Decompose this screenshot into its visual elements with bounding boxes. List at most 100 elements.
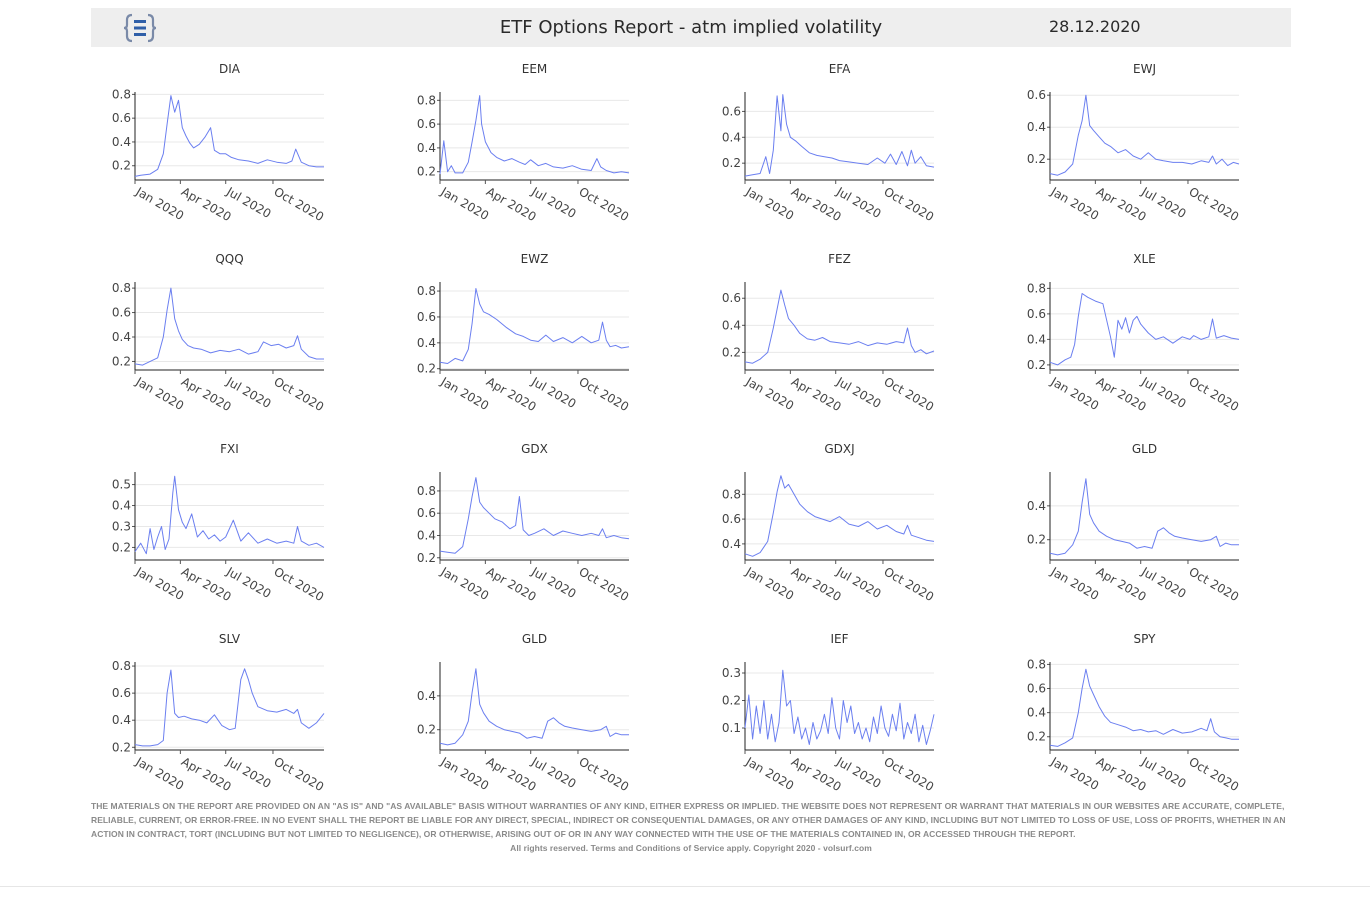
chart-panel: EEM 0.2 0.4 0.6 0.8 Jan 2020 Apr 2020 Jul 2020 O…: [396, 52, 696, 242]
y-tick-label: 0.8: [417, 484, 436, 498]
chart-title: GDXJ: [824, 442, 854, 456]
series-line: [744, 669, 935, 745]
x-tick-label: Apr 2020: [484, 564, 539, 604]
footer-divider: [0, 886, 1370, 887]
x-tick-label: Jan 2020: [438, 184, 492, 223]
y-tick-label: 0.4: [722, 130, 741, 144]
bracket-document-icon[interactable]: [123, 12, 157, 44]
x-tick-label: Oct 2020: [576, 754, 631, 794]
report-header: ETF Options Report - atm implied volatil…: [91, 8, 1291, 47]
x-tick-label: Jan 2020: [133, 754, 187, 793]
x-tick-label: Jan 2020: [743, 374, 797, 413]
x-tick-label: Oct 2020: [1186, 184, 1241, 224]
x-tick-label: Jan 2020: [1048, 754, 1102, 793]
x-tick-label: Oct 2020: [1186, 754, 1241, 794]
chart-panel: EWZ 0.2 0.4 0.6 0.8 Jan 2020 Apr 2020 Jul 2020 O…: [396, 242, 696, 432]
y-tick-label: 0.2: [1027, 730, 1046, 744]
series-line: [1049, 293, 1240, 366]
chart-title: EWZ: [521, 252, 549, 266]
chart-panel: GLD 0.2 0.4 Jan 2020 Apr 2020 Jul 2020 Oct 202…: [1006, 432, 1306, 622]
series-line: [134, 95, 324, 177]
x-tick-label: Jan 2020: [1048, 374, 1102, 413]
series-line: [744, 475, 935, 557]
y-tick-label: 0.2: [722, 345, 741, 359]
y-tick-label: 0.6: [722, 104, 741, 118]
series-line: [744, 94, 935, 177]
y-tick-label: 0.6: [722, 291, 741, 305]
chart-title: SLV: [219, 632, 241, 646]
x-tick-label: Jan 2020: [1048, 564, 1102, 603]
x-tick-label: Jan 2020: [743, 184, 797, 223]
y-tick-label: 0.4: [1027, 120, 1046, 134]
y-tick-label: 0.2: [417, 723, 436, 737]
y-tick-label: 0.6: [417, 310, 436, 324]
x-tick-label: Oct 2020: [271, 754, 326, 794]
chart-panel: FXI 0.2 0.3 0.4 0.5 Jan 2020 Apr 2020 Jul 2020 O…: [91, 432, 391, 622]
y-tick-label: 0.8: [417, 93, 436, 107]
chart-title: FXI: [220, 442, 239, 456]
y-tick-label: 0.4: [417, 141, 436, 155]
series-line: [439, 477, 630, 554]
disclaimer-text: THE MATERIALS ON THE REPORT ARE PROVIDED…: [91, 801, 1286, 839]
chart-title: EWJ: [1133, 62, 1156, 76]
x-tick-label: Apr 2020: [789, 564, 844, 604]
x-tick-label: Apr 2020: [484, 754, 539, 794]
chart-title: EFA: [829, 62, 851, 76]
y-tick-label: 0.2: [722, 694, 741, 708]
y-tick-label: 0.4: [722, 537, 741, 551]
series-line: [134, 668, 325, 747]
y-tick-label: 0.6: [112, 306, 131, 320]
chart-title: GLD: [522, 632, 547, 646]
y-tick-label: 0.2: [417, 551, 436, 565]
chart-panel: EWJ 0.2 0.4 0.6 Jan 2020 Apr 2020 Jul 2020 Oct …: [1006, 52, 1306, 242]
x-tick-label: Jan 2020: [743, 564, 797, 603]
chart-title: FEZ: [828, 252, 851, 266]
chart-title: EEM: [522, 62, 548, 76]
series-line: [134, 475, 325, 555]
x-tick-label: Oct 2020: [881, 754, 936, 794]
y-tick-label: 0.4: [417, 528, 436, 542]
x-tick-label: Jan 2020: [133, 564, 187, 603]
x-tick-label: Oct 2020: [1186, 564, 1241, 604]
chart-title: XLE: [1133, 252, 1156, 266]
y-tick-label: 0.3: [112, 519, 131, 533]
chart-panel: QQQ 0.2 0.4 0.6 0.8 Jan 2020 Apr 2020 Jul 2020 O…: [91, 242, 391, 432]
y-tick-label: 0.2: [1027, 358, 1046, 372]
y-tick-label: 0.2: [112, 540, 131, 554]
y-tick-label: 0.1: [722, 721, 741, 735]
chart-title: DIA: [219, 62, 241, 76]
x-tick-label: Oct 2020: [576, 184, 631, 224]
x-tick-label: Apr 2020: [789, 754, 844, 794]
x-tick-label: Oct 2020: [271, 374, 326, 414]
y-tick-label: 0.6: [112, 111, 131, 125]
series-line: [1049, 478, 1239, 556]
x-tick-label: Oct 2020: [881, 184, 936, 224]
y-tick-label: 0.4: [1027, 499, 1046, 513]
x-tick-label: Jan 2020: [743, 754, 797, 793]
x-tick-label: Apr 2020: [789, 374, 844, 414]
x-tick-label: Oct 2020: [881, 374, 936, 414]
series-line: [439, 288, 630, 364]
chart-title: QQQ: [215, 252, 243, 266]
x-tick-label: Jan 2020: [133, 374, 187, 413]
y-tick-label: 0.2: [1027, 152, 1046, 166]
y-tick-label: 0.6: [417, 506, 436, 520]
chart-panel: GDX 0.2 0.4 0.6 0.8 Jan 2020 Apr 2020 Jul 2020 O…: [396, 432, 696, 622]
y-tick-label: 0.8: [1027, 657, 1046, 671]
x-tick-label: Apr 2020: [484, 374, 539, 414]
y-tick-label: 0.4: [417, 689, 436, 703]
x-tick-label: Jan 2020: [438, 564, 492, 603]
x-tick-label: Jan 2020: [1048, 184, 1102, 223]
report-title: ETF Options Report - atm implied volatil…: [499, 17, 883, 38]
series-line: [134, 287, 324, 366]
y-tick-label: 0.4: [1027, 332, 1046, 346]
